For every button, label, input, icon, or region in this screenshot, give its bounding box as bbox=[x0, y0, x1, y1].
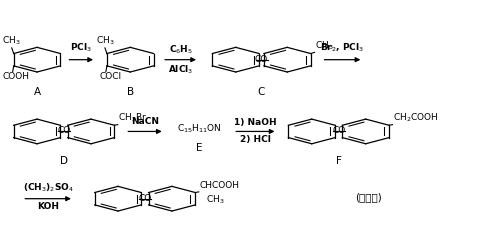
Text: AlCl$_3$: AlCl$_3$ bbox=[167, 64, 193, 76]
Text: CHCOOH: CHCOOH bbox=[199, 181, 239, 190]
Text: F: F bbox=[335, 156, 341, 166]
Text: CO: CO bbox=[57, 126, 71, 135]
Text: Br$_2$, PCl$_3$: Br$_2$, PCl$_3$ bbox=[320, 42, 364, 54]
Text: 2) HCl: 2) HCl bbox=[239, 135, 270, 144]
Text: CH$_3$: CH$_3$ bbox=[3, 35, 21, 47]
Text: COCl: COCl bbox=[100, 72, 122, 81]
Text: B: B bbox=[126, 86, 134, 97]
Text: CH$_3$: CH$_3$ bbox=[95, 35, 114, 47]
Text: CH$_3$: CH$_3$ bbox=[315, 39, 334, 52]
Text: COOH: COOH bbox=[3, 72, 30, 81]
Text: C$_6$H$_5$: C$_6$H$_5$ bbox=[168, 43, 192, 56]
Text: D: D bbox=[60, 156, 68, 166]
Text: CH$_2$COOH: CH$_2$COOH bbox=[392, 112, 438, 124]
Text: CH$_2$Br: CH$_2$Br bbox=[118, 112, 147, 124]
Text: KOH: KOH bbox=[37, 202, 59, 211]
Text: C$_{15}$H$_{11}$ON: C$_{15}$H$_{11}$ON bbox=[176, 123, 221, 136]
Text: C: C bbox=[258, 86, 265, 97]
Text: CO: CO bbox=[138, 194, 151, 202]
Text: CH$_3$: CH$_3$ bbox=[206, 194, 224, 206]
Text: (CH$_3$)$_2$SO$_4$: (CH$_3$)$_2$SO$_4$ bbox=[23, 181, 74, 194]
Text: 1) NaOH: 1) NaOH bbox=[233, 118, 276, 126]
Text: PCl$_3$: PCl$_3$ bbox=[70, 42, 92, 54]
Text: CO: CO bbox=[255, 54, 268, 64]
Text: E: E bbox=[195, 143, 202, 153]
Text: (酔洛芬): (酔洛芬) bbox=[354, 192, 381, 202]
Text: CO: CO bbox=[332, 126, 345, 135]
Text: A: A bbox=[34, 86, 41, 97]
Text: NaCN: NaCN bbox=[131, 117, 159, 126]
